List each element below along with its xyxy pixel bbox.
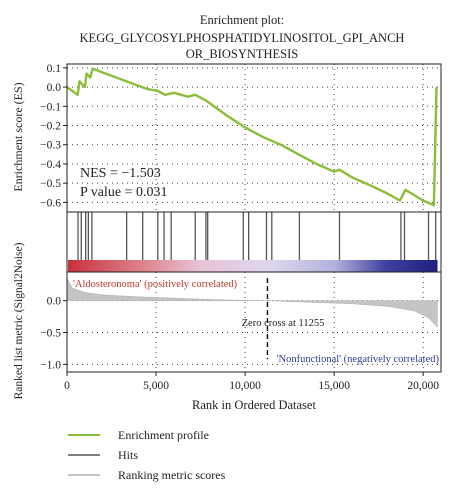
es-y-tick-label: −0.6 bbox=[40, 197, 61, 209]
enrichment-profile-line bbox=[66, 67, 438, 207]
ranking-gradient-bar bbox=[68, 260, 438, 272]
es-y-tick-label: −0.3 bbox=[40, 140, 61, 152]
es-y-tick-label: 0.1 bbox=[47, 63, 62, 75]
es-y-tick-label: −0.1 bbox=[40, 101, 61, 113]
chart-title: Enrichment plot: KEGG_GLYCOSYLPHOSPHATID… bbox=[80, 13, 405, 61]
legend-label-ranking-metric: Ranking metric scores bbox=[118, 468, 226, 482]
es-y-tick-label: −0.2 bbox=[40, 121, 61, 133]
x-tick-label: 20,000 bbox=[407, 380, 439, 392]
legend-label-enrichment-profile: Enrichment profile bbox=[118, 428, 209, 442]
rank-y-tick-label: 0.0 bbox=[47, 296, 62, 308]
ranking-panel-frame bbox=[66, 271, 442, 373]
es-y-tick-label: −0.4 bbox=[40, 159, 61, 171]
ranking-axis-label: Ranked list metric (Signal2Noise) bbox=[13, 242, 25, 399]
ranking-panel-grid bbox=[67, 272, 441, 372]
positive-correlation-label: 'Aldosteronoma' (positively correlated) bbox=[73, 279, 238, 290]
rank-y-tick-label: −1.0 bbox=[40, 359, 61, 371]
title-line-3: OR_BIOSYNTHESIS bbox=[186, 47, 299, 61]
x-tick-label: 10,000 bbox=[229, 380, 261, 392]
ranking-panel-y-ticks: 0.0 −0.5 −1.0 bbox=[40, 296, 67, 371]
ranking-metric-series bbox=[66, 277, 438, 329]
title-line-1: Enrichment plot: bbox=[200, 13, 284, 27]
gradient-fill bbox=[68, 260, 438, 272]
hits-panel bbox=[77, 212, 437, 260]
title-line-2: KEGG_GLYCOSYLPHOSPHATIDYLINOSITOL_GPI_AN… bbox=[80, 31, 405, 45]
negative-correlation-label: 'Nonfunctional' (negatively correlated) bbox=[277, 354, 440, 365]
x-tick-label: 0 bbox=[64, 380, 70, 392]
es-panel-y-ticks: 0.1 0.0 −0.1 −0.2 −0.3 −0.4 −0.5 −0.6 bbox=[40, 63, 67, 209]
ranking-metric-area bbox=[66, 277, 438, 329]
legend: Enrichment profile Hits Ranking metric s… bbox=[68, 428, 226, 482]
x-axis-label: Rank in Ordered Dataset bbox=[192, 398, 316, 412]
legend-label-hits: Hits bbox=[118, 448, 138, 462]
zero-cross-label: Zero cross at 11255 bbox=[242, 318, 325, 329]
es-y-tick-label: 0.0 bbox=[47, 82, 62, 94]
es-y-tick-label: −0.5 bbox=[40, 178, 61, 190]
x-tick-label: 5,000 bbox=[143, 380, 169, 392]
rank-y-tick-label: −0.5 bbox=[40, 328, 61, 340]
es-axis-label: Enrichment score (ES) bbox=[11, 82, 25, 191]
p-value-annotation: P value = 0.031 bbox=[80, 185, 167, 200]
enrichment-profile-series bbox=[66, 67, 438, 207]
nes-annotation: NES = −1.503 bbox=[80, 166, 161, 181]
x-axis-ticks: 0 5,000 10,000 15,000 20,000 bbox=[64, 372, 439, 392]
x-tick-label: 15,000 bbox=[318, 380, 350, 392]
